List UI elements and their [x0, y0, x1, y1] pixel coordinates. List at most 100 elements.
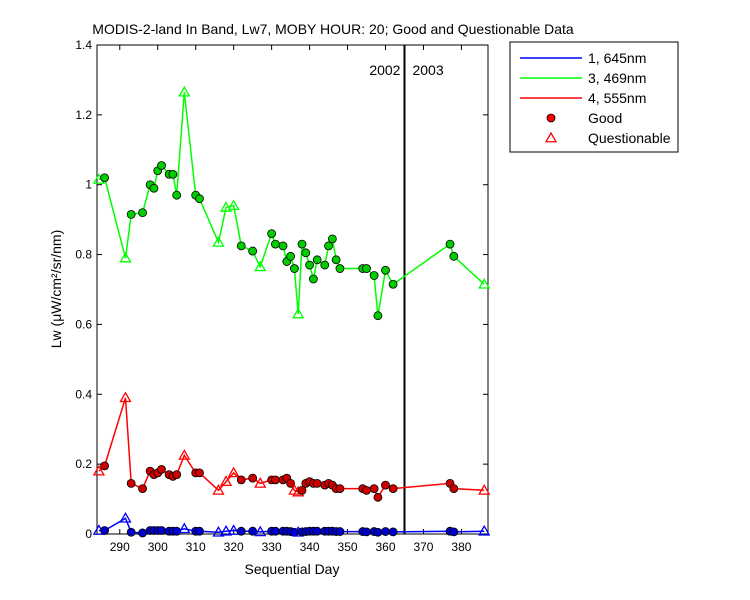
data-point-good — [248, 246, 258, 256]
data-point-questionable — [178, 522, 191, 534]
data-point-good — [388, 527, 398, 537]
data-point-questionable — [212, 236, 225, 247]
data-point-questionable — [219, 524, 233, 536]
y-tick-label: 1.4 — [75, 38, 92, 52]
legend-box — [509, 41, 679, 153]
x-tick-label: 340 — [300, 540, 320, 554]
legend-label: 3, 469nm — [588, 70, 646, 86]
x-axis-label: Sequential Day — [245, 561, 340, 577]
data-point-questionable — [219, 201, 233, 212]
x-tick-label: 300 — [148, 540, 168, 554]
data-point-questionable — [254, 260, 267, 272]
data-point-good — [138, 528, 147, 538]
data-point-good — [449, 484, 459, 493]
data-point-questionable — [227, 466, 240, 478]
data-point-good — [289, 264, 299, 273]
y-tick-label: 0.8 — [75, 248, 92, 262]
data-point-good — [271, 239, 280, 249]
legend-swatch-circle — [546, 113, 556, 123]
y-tick-label: 0.4 — [75, 387, 92, 401]
data-point-good — [138, 208, 147, 218]
chart-title: MODIS-2-land In Band, Lw7, MOBY HOUR: 20… — [92, 21, 574, 37]
y-tick-label: 0.2 — [75, 457, 92, 471]
data-point-good — [267, 229, 277, 239]
data-point-good — [381, 480, 390, 490]
data-point-good — [381, 527, 390, 536]
data-point-good — [236, 241, 246, 251]
x-tick-label: 360 — [375, 540, 395, 554]
plot-area: 290 300 310 320 330 340 350 360 370 380 0 0.2 0.4 0.6… — [75, 38, 491, 554]
series-line — [98, 92, 485, 316]
data-point-good — [100, 173, 109, 183]
data-point-good — [305, 260, 314, 270]
data-point-good — [449, 527, 459, 537]
data-point-good — [308, 274, 318, 284]
data-point-questionable — [254, 525, 267, 537]
data-point-good — [149, 183, 159, 193]
data-point-good — [168, 169, 178, 179]
data-point-questionable — [227, 199, 240, 211]
legend-label: 4, 555nm — [588, 90, 646, 106]
data-point-questionable — [478, 484, 491, 495]
data-point-good — [286, 251, 296, 261]
data-point-questionable — [212, 525, 225, 537]
data-point-good — [236, 475, 246, 485]
data-point-questionable — [219, 475, 233, 487]
data-point-questionable — [92, 464, 106, 476]
legend: 1, 645nm 3, 469nm 4, 555nm Good Questionable — [509, 41, 679, 153]
year-label-left: 2002 — [369, 62, 400, 78]
data-point-good — [271, 475, 280, 485]
y-tick-label: 1.2 — [75, 108, 92, 122]
x-tick-label: 290 — [110, 540, 130, 554]
data-point-good — [126, 210, 136, 219]
x-tick-label: 320 — [224, 540, 244, 554]
data-point-good — [388, 279, 398, 289]
x-tick-label: 370 — [413, 540, 433, 554]
data-point-good — [373, 311, 383, 321]
data-point-good — [373, 492, 383, 502]
data-point-questionable — [119, 251, 132, 263]
y-axis-label: Lw (μW/cm²/sr/nm) — [48, 230, 64, 349]
data-point-good — [373, 527, 383, 537]
data-point-good — [236, 526, 246, 536]
data-point-questionable — [119, 511, 132, 523]
data-point-good — [157, 526, 166, 535]
y-tick-label: 0.6 — [75, 317, 92, 331]
legend-swatch-triangle — [544, 131, 558, 143]
data-point-good — [381, 265, 390, 275]
data-point-questionable — [178, 449, 191, 460]
data-point-good — [157, 161, 166, 170]
data-point-questionable — [119, 391, 132, 403]
data-point-good — [138, 484, 147, 493]
data-point-good — [335, 264, 345, 273]
data-point-good — [172, 190, 182, 200]
data-point-good — [335, 484, 345, 493]
data-point-good — [172, 470, 182, 480]
data-point-good — [335, 527, 345, 536]
data-point-good — [362, 264, 371, 273]
data-point-good — [312, 526, 322, 536]
data-point-good — [297, 239, 307, 249]
legend-label: Questionable — [588, 130, 671, 146]
data-point-good — [126, 527, 136, 537]
y-tick-label: 0 — [85, 527, 92, 541]
data-point-good — [195, 526, 204, 536]
data-point-questionable — [478, 277, 491, 289]
data-point-good — [312, 255, 322, 265]
x-tick-label: 330 — [262, 540, 282, 554]
data-point-good — [362, 527, 371, 537]
data-point-good — [320, 260, 330, 270]
data-point-good — [331, 255, 341, 265]
data-point-good — [100, 526, 109, 535]
data-point-good — [301, 248, 311, 258]
data-point-good — [286, 478, 296, 488]
data-point-good — [278, 241, 288, 251]
data-point-good — [327, 234, 337, 244]
data-point-good — [312, 478, 322, 488]
data-point-good — [100, 461, 109, 471]
legend-label: Good — [588, 110, 622, 126]
data-point-questionable — [478, 524, 491, 536]
axes-box — [96, 44, 489, 535]
data-point-questionable — [227, 524, 240, 535]
data-point-good — [248, 526, 258, 536]
